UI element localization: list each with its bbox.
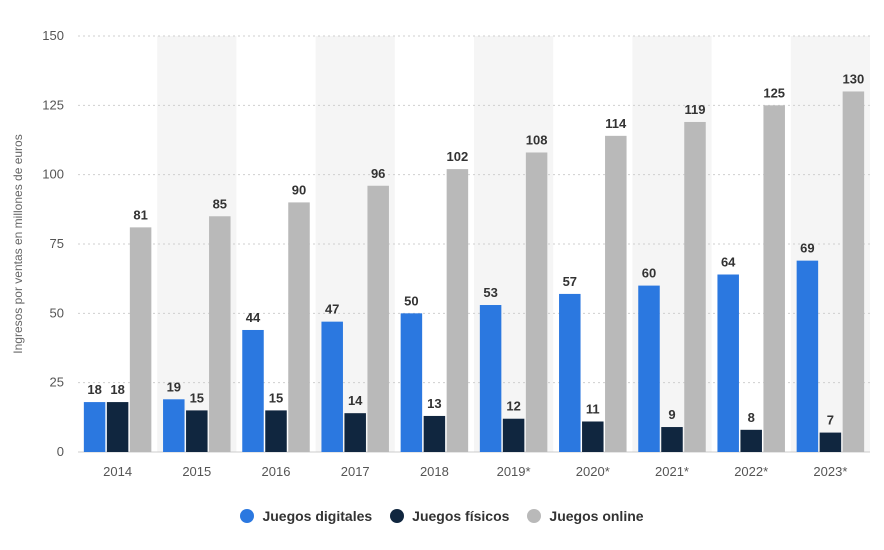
x-tick-label: 2021* bbox=[655, 464, 689, 479]
legend-label-fisicos: Juegos físicos bbox=[412, 508, 510, 524]
x-tick-label: 2019* bbox=[497, 464, 531, 479]
legend-item-online[interactable]: Juegos online bbox=[527, 508, 644, 524]
y-tick-label: 25 bbox=[50, 375, 64, 390]
bar-value-label: 47 bbox=[325, 302, 339, 317]
x-tick-label: 2022* bbox=[734, 464, 768, 479]
bar-value-label: 18 bbox=[110, 382, 124, 397]
bar bbox=[129, 227, 152, 452]
bar-value-label: 44 bbox=[246, 310, 261, 325]
y-tick-label: 150 bbox=[42, 28, 64, 43]
bar-value-label: 57 bbox=[563, 274, 577, 289]
bar bbox=[321, 321, 343, 452]
legend-label-digitales: Juegos digitales bbox=[262, 508, 373, 524]
bar-value-label: 64 bbox=[721, 255, 736, 270]
x-tick-label: 2015 bbox=[182, 464, 211, 479]
bar-value-label: 18 bbox=[87, 382, 101, 397]
bar-value-label: 96 bbox=[371, 166, 385, 181]
bar-value-label: 11 bbox=[586, 401, 600, 416]
bar-value-label: 125 bbox=[763, 85, 785, 100]
bar bbox=[740, 429, 762, 452]
bar bbox=[344, 413, 366, 452]
bar bbox=[288, 202, 310, 452]
legend: Juegos digitales Juegos físicos Juegos o… bbox=[0, 508, 884, 524]
x-tick-label: 2018 bbox=[420, 464, 449, 479]
bar-value-label: 90 bbox=[292, 182, 306, 197]
bar-value-label: 13 bbox=[427, 396, 441, 411]
bar-value-label: 81 bbox=[133, 207, 147, 222]
x-tick-label: 2020* bbox=[576, 464, 610, 479]
legend-item-digitales[interactable]: Juegos digitales bbox=[240, 508, 372, 524]
bar-value-label: 12 bbox=[506, 399, 520, 414]
bar-value-label: 53 bbox=[483, 285, 497, 300]
bar-value-label: 50 bbox=[404, 293, 418, 308]
y-tick-label: 50 bbox=[50, 305, 64, 320]
x-tick-label: 2023* bbox=[813, 464, 847, 479]
bar bbox=[525, 152, 548, 453]
bar bbox=[367, 185, 389, 452]
bar bbox=[763, 105, 785, 452]
bar-value-label: 7 bbox=[827, 413, 834, 428]
bar-value-label: 8 bbox=[748, 410, 755, 425]
y-tick-label: 75 bbox=[50, 236, 64, 251]
bar bbox=[400, 313, 423, 452]
bar bbox=[684, 121, 706, 453]
x-tick-label: 2016 bbox=[262, 464, 291, 479]
bar bbox=[242, 329, 264, 452]
bar-value-label: 108 bbox=[526, 132, 548, 147]
bar bbox=[163, 399, 185, 452]
chart-svg: 0 25 50 75 100 125 150 Ingresos por ventas en m… bbox=[11, 28, 870, 479]
y-tick-label: 0 bbox=[57, 444, 64, 459]
bar-value-label: 69 bbox=[800, 241, 814, 256]
bar-value-label: 15 bbox=[269, 390, 283, 405]
bar bbox=[186, 410, 208, 452]
bar bbox=[83, 402, 106, 452]
bar bbox=[502, 418, 525, 452]
legend-marker-online bbox=[527, 509, 542, 523]
legend-label-online: Juegos online bbox=[549, 508, 644, 524]
bar-value-label: 9 bbox=[668, 407, 675, 422]
bar bbox=[842, 91, 865, 452]
bar-value-label: 19 bbox=[167, 379, 181, 394]
bar bbox=[106, 402, 129, 452]
bar bbox=[209, 216, 231, 452]
y-axis-title: Ingresos por ventas en millones de euros bbox=[11, 134, 25, 353]
legend-marker-fisicos bbox=[390, 509, 405, 523]
bar bbox=[717, 274, 739, 452]
bar bbox=[605, 135, 627, 452]
x-tick-label: 2017 bbox=[341, 464, 370, 479]
bar bbox=[446, 169, 469, 452]
bar-value-label: 60 bbox=[642, 266, 656, 281]
x-tick-label: 2014 bbox=[103, 464, 132, 479]
bar-value-label: 85 bbox=[213, 196, 227, 211]
y-tick-label: 125 bbox=[42, 97, 64, 112]
bar-value-label: 14 bbox=[348, 393, 363, 408]
bar-value-label: 102 bbox=[447, 149, 469, 164]
bar bbox=[582, 421, 604, 452]
bar bbox=[638, 285, 660, 452]
bar bbox=[796, 260, 819, 452]
bar bbox=[661, 427, 683, 452]
bar bbox=[559, 293, 581, 452]
y-tick-label: 100 bbox=[42, 167, 64, 182]
bar-value-label: 119 bbox=[685, 102, 706, 117]
bar bbox=[479, 305, 502, 452]
bar bbox=[423, 415, 446, 452]
legend-item-fisicos[interactable]: Juegos físicos bbox=[390, 508, 509, 524]
bar-value-label: 15 bbox=[190, 390, 204, 405]
bar-value-label: 130 bbox=[843, 71, 865, 86]
bar bbox=[819, 432, 842, 452]
bar-value-label: 114 bbox=[605, 116, 627, 131]
legend-marker-digitales bbox=[240, 509, 255, 523]
bar bbox=[265, 410, 287, 452]
